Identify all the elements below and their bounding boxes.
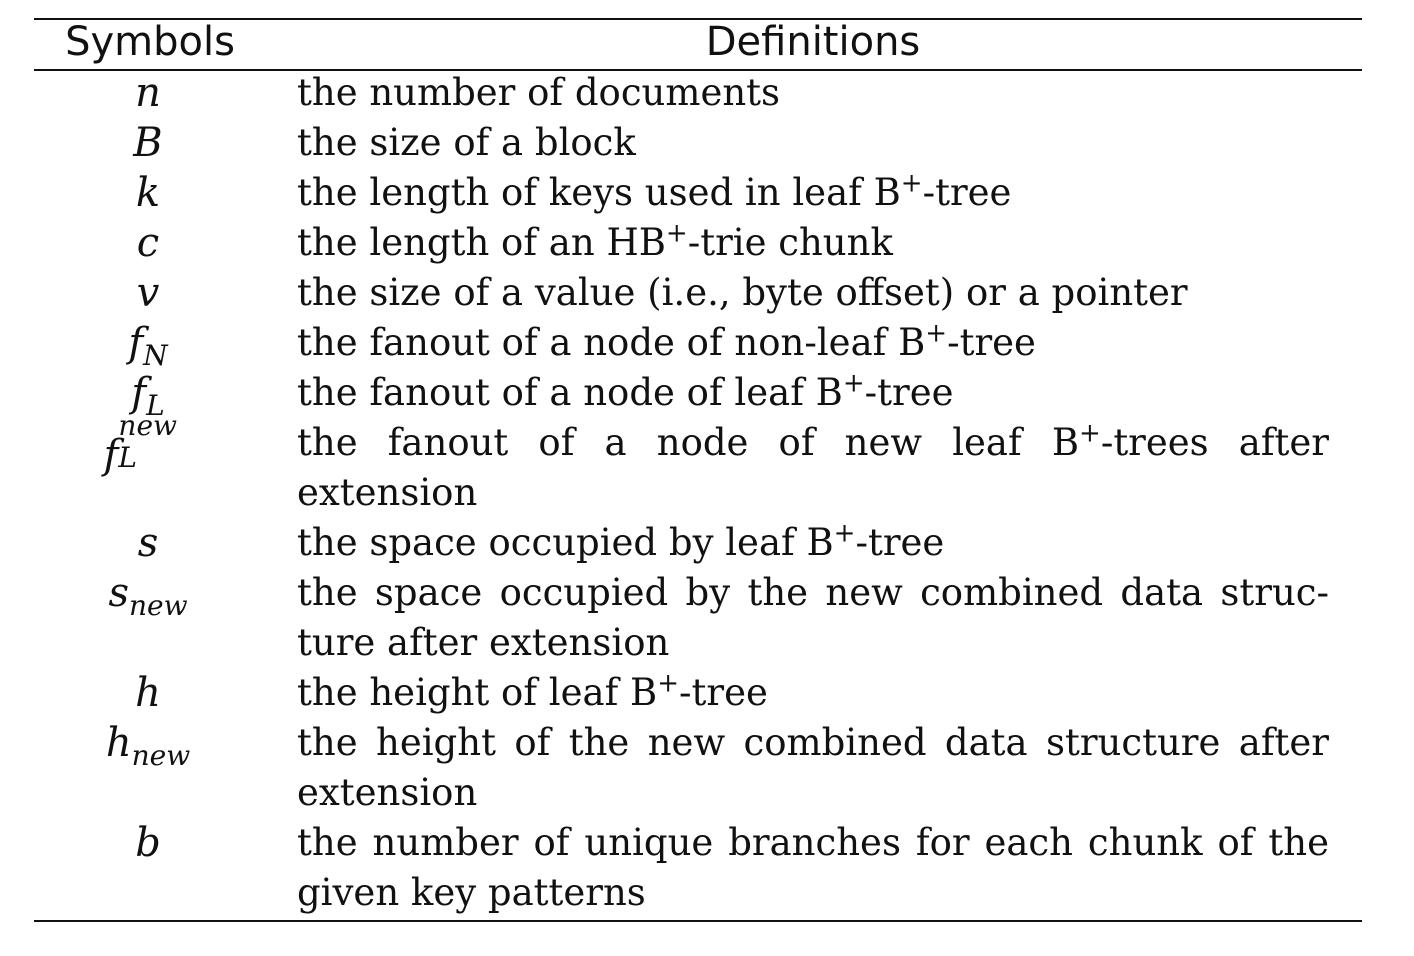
superscript-plus: + [657, 668, 680, 699]
definition-text: the length of keys used in leaf B [297, 171, 901, 214]
symbol-text: f [131, 370, 147, 416]
symbol-h: h [60, 668, 236, 718]
definition-f-L-new: the fanout of a node of new leaf B+-tree… [297, 418, 1329, 518]
symbol-n: n [60, 68, 236, 118]
symbol-v: v [60, 268, 236, 318]
column-header-symbols: Symbols [65, 19, 235, 65]
table-bottom-rule [34, 920, 1362, 922]
definition-b: the number of unique branches for each c… [297, 818, 1329, 918]
definition-text: -tree [855, 521, 945, 564]
table-header-rule [34, 69, 1362, 71]
symbol-text: b [135, 820, 161, 866]
symbol-f-N: fN [60, 318, 236, 370]
symbol-subscript: N [143, 339, 168, 372]
definition-line-1: the number of unique branches for each c… [297, 821, 1329, 864]
definition-text: the fanout of a node of leaf B [297, 371, 843, 414]
definition-text: -tree [922, 171, 1012, 214]
definition-text: -trees after [1100, 421, 1329, 464]
symbol-text: s [137, 520, 159, 566]
symbol-text: k [135, 170, 161, 216]
symbol-text: h [105, 720, 132, 766]
definition-line-2: extension [297, 471, 478, 514]
superscript-plus: + [842, 368, 865, 399]
symbol-c: c [60, 218, 236, 268]
symbol-text: c [136, 220, 160, 266]
definition-text: the space occupied by leaf B [297, 521, 834, 564]
definition-v: the size of a value (i.e., byte offset) … [297, 271, 1188, 314]
definition-text: the height of leaf B [297, 671, 658, 714]
column-header-definitions: Definitions [705, 19, 921, 65]
symbol-superscript: new [118, 409, 177, 442]
definition-f-L: the fanout of a node of leaf B+-tree [297, 368, 1329, 418]
symbol-text: f [128, 320, 144, 366]
definition-n: the number of documents [297, 71, 781, 114]
symbol-subscript: L [146, 389, 165, 422]
definition-line-1: the space occupied by the new combined d… [297, 571, 1329, 614]
definition-k: the length of keys used in leaf B+-tree [297, 168, 1329, 218]
definition-text: the fanout of a node of non-leaf B [297, 321, 926, 364]
definition-h: the height of leaf B+-tree [297, 668, 1329, 718]
symbol-text: h [135, 670, 161, 716]
definition-text: the fanout of a node of new leaf B [297, 421, 1080, 464]
definition-B: the size of a block [297, 121, 636, 164]
symbol-text: B [133, 120, 163, 166]
superscript-plus: + [900, 168, 923, 199]
definition-text: -tree [947, 321, 1036, 364]
superscript-plus: + [665, 218, 688, 249]
definition-line-1: the height of the new combined data stru… [297, 721, 1329, 764]
symbol-h-new: hnew [60, 718, 236, 770]
definition-s-new: the space occupied by the new combined d… [297, 568, 1329, 668]
definition-text: the length of an HB [297, 221, 666, 264]
table-top-rule [34, 18, 1362, 20]
definition-f-N: the fanout of a node of non-leaf B+-tree [297, 318, 1329, 368]
definition-line-2: given key patterns [297, 871, 646, 914]
symbol-f-L-new: f new L [60, 412, 236, 479]
symbol-text: s [108, 570, 129, 616]
symbol-text: f [103, 432, 119, 478]
symbol-B: B [60, 118, 236, 168]
definition-h-new: the height of the new combined data stru… [297, 718, 1329, 818]
symbol-text: v [136, 270, 160, 316]
superscript-plus: + [833, 518, 856, 549]
superscript-plus: + [925, 318, 948, 349]
symbol-s: s [60, 518, 236, 568]
definition-c: the length of an HB+-trie chunk [297, 218, 1329, 268]
superscript-plus: + [1079, 418, 1101, 449]
definition-line-2: extension [297, 771, 478, 814]
symbol-subscript: L [118, 441, 137, 474]
symbol-k: k [60, 168, 236, 218]
symbol-b: b [60, 818, 236, 868]
symbol-s-new: snew [60, 568, 236, 620]
definition-text: -tree [679, 671, 768, 714]
definition-line-1: the fanout of a node of new leaf B+-tree… [297, 418, 1329, 468]
definition-line-2: ture after extension [297, 621, 670, 664]
definition-s: the space occupied by leaf B+-tree [297, 518, 1329, 568]
definition-text: -trie chunk [687, 221, 893, 264]
symbol-text: n [135, 70, 161, 116]
symbol-subscript: new [128, 589, 188, 622]
definition-text: -tree [864, 371, 954, 414]
symbol-f-L: fL [60, 368, 236, 420]
symbol-subscript: new [131, 739, 191, 772]
